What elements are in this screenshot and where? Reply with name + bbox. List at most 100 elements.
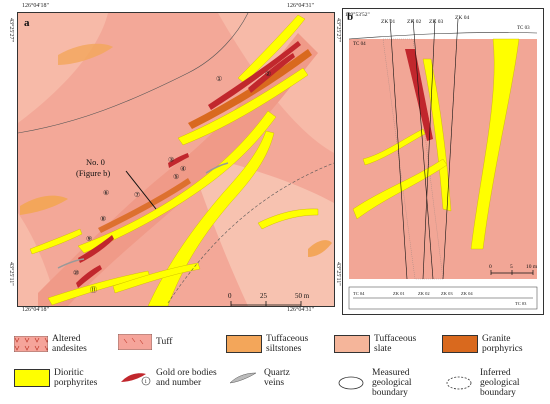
section-line — [125, 170, 157, 210]
ore-body-3 — [78, 235, 114, 263]
dyke-east — [257, 208, 319, 230]
legend-label: Tuff — [156, 337, 173, 347]
drill-hole-zk03 — [422, 18, 436, 280]
legend-swatch-gold: 1 — [121, 373, 151, 386]
dyke-north — [237, 14, 306, 84]
ore-number: ② — [265, 70, 271, 78]
legend: Altered andesites Tuff Tuffaceous siltston… — [0, 328, 550, 404]
section-dyke-4 — [362, 128, 426, 166]
drill-hole-zk04 — [442, 18, 459, 280]
boundary-line-2 — [167, 162, 334, 304]
plan-hole: ZK 04 — [461, 291, 473, 296]
legend-item-inferred: Inferred geological boundary — [442, 368, 520, 398]
ore-number-labels: ① ② ③ ④ ⑤ ⑥ ⑦ ⑧ ⑨ ⑩ ⑪ — [73, 70, 271, 294]
siltstone-patch-3 — [58, 43, 113, 65]
ore-number: ⑩ — [73, 269, 79, 277]
legend-label: porphyrites — [54, 378, 98, 388]
tc-label-left: TC 04 — [353, 42, 366, 47]
quartz-vein-2 — [205, 162, 229, 174]
legend-item-dioritic: Dioritic porphyrites — [14, 368, 97, 388]
scale-bar-a: 0 25 50 m — [228, 292, 310, 306]
legend-swatch-siltstones — [226, 335, 262, 353]
drill-holes — [389, 18, 459, 280]
legend-item-tuff: Tuff — [118, 334, 172, 350]
plan-hole: ZK 03 — [441, 291, 453, 296]
legend-swatch-slate — [334, 335, 370, 353]
ore-number: ⑪ — [90, 286, 97, 294]
legend-label: and number — [156, 378, 202, 388]
legend-label: veins — [264, 378, 285, 388]
plan-hole: ZK 02 — [418, 291, 430, 296]
drill-hole-zk01 — [389, 18, 408, 280]
legend-item-gold: 1 Gold ore bodies and number — [118, 368, 217, 388]
siltstone-patch-1 — [20, 195, 68, 215]
legend-item-granite: Granite porphyrics — [442, 334, 523, 354]
coord-bottom-right: 126°04'31" — [287, 307, 314, 313]
legend-label: geological — [480, 378, 520, 388]
legend-label: geological — [372, 378, 412, 388]
legend-swatch-dioritic — [14, 369, 50, 387]
drill-hole-zk02 — [412, 18, 434, 280]
legend-label: Tuffaceous — [374, 334, 417, 344]
dyke-south-2 — [112, 262, 201, 294]
panel-a-label: a — [24, 17, 30, 29]
map-a-svg: No. 0 (Figure b) ① ② ③ ④ ⑤ ⑥ ⑦ ⑧ ⑨ ⑩ ⑪ 0… — [18, 13, 334, 306]
legend-swatch-measured — [338, 376, 364, 390]
dyke-main — [147, 130, 275, 306]
scale-a-0: 0 — [228, 292, 232, 300]
section-ore-2 — [413, 79, 429, 121]
section-label-1: No. 0 — [86, 157, 105, 167]
legend-item-siltstones: Tuffaceous siltstones — [226, 334, 308, 354]
section-dyke-2 — [422, 58, 452, 212]
dyke-central — [77, 110, 277, 254]
geological-map-a: No. 0 (Figure b) ① ② ③ ④ ⑤ ⑥ ⑦ ⑧ ⑨ ⑩ ⑪ 0… — [17, 12, 335, 307]
tuff-zone — [382, 38, 444, 280]
legend-swatch-inferred — [446, 376, 472, 390]
scale-b-10: 10 m — [526, 264, 538, 270]
legend-label: boundary — [480, 388, 516, 398]
coord-top-left: 126°04'18" — [22, 3, 49, 9]
ore-number: ⑦ — [134, 191, 140, 199]
legend-label: Quartz — [264, 368, 290, 378]
hole-label: ZK 02 — [407, 19, 421, 25]
legend-item-measured: Measured geological boundary — [334, 368, 412, 398]
legend-label: siltstones — [266, 344, 302, 354]
ore-number: ⑧ — [100, 215, 106, 223]
legend-label: Measured — [372, 368, 410, 378]
panel-b-label: b — [347, 11, 354, 23]
hole-label: ZK 03 — [429, 19, 443, 25]
legend-label: slate — [374, 344, 392, 354]
legend-label: Tuffaceous — [266, 334, 309, 344]
ore-number: ⑥ — [103, 189, 109, 197]
coord-left-top: 43°25'27" — [8, 18, 14, 42]
scale-a-50: 50 m — [295, 292, 310, 300]
hole-label: ZK 01 — [381, 19, 395, 25]
legend-item-slate: Tuffaceous slate — [334, 334, 416, 354]
ore-number: ⑨ — [86, 235, 92, 243]
ore-number: ⑤ — [173, 173, 179, 181]
legend-label: Altered — [52, 334, 81, 344]
legend-label: boundary — [372, 388, 408, 398]
legend-swatch-quartz — [229, 372, 257, 384]
coord-right-top: 43°25'27" — [335, 18, 341, 42]
ore-number: ① — [216, 75, 222, 83]
cross-section-b: 109°53'52" ZK 01 ZK 02 ZK 03 ZK 04 TC 04… — [342, 8, 544, 315]
slate-region-nw — [18, 13, 108, 123]
plan-tc-left: TC 04 — [353, 291, 365, 296]
scale-b-5: 5 — [510, 264, 513, 270]
ore-number: ④ — [180, 165, 186, 173]
slate-region-sw — [18, 213, 58, 306]
surface-line — [348, 32, 538, 40]
siltstone-patch-2 — [308, 240, 332, 257]
hole-label: ZK 04 — [455, 15, 469, 21]
ore-number: ③ — [168, 156, 174, 164]
legend-label: andesites — [52, 344, 87, 354]
dyke-ne — [177, 67, 309, 146]
legend-label: Inferred — [480, 368, 511, 378]
ore-body-5 — [168, 153, 189, 168]
ore-body-2 — [248, 53, 295, 93]
dyke-west — [29, 228, 83, 255]
legend-swatch-tuff — [118, 334, 152, 350]
coord-top-right: 126°04'31" — [287, 3, 314, 9]
ore-body-4 — [76, 265, 102, 288]
